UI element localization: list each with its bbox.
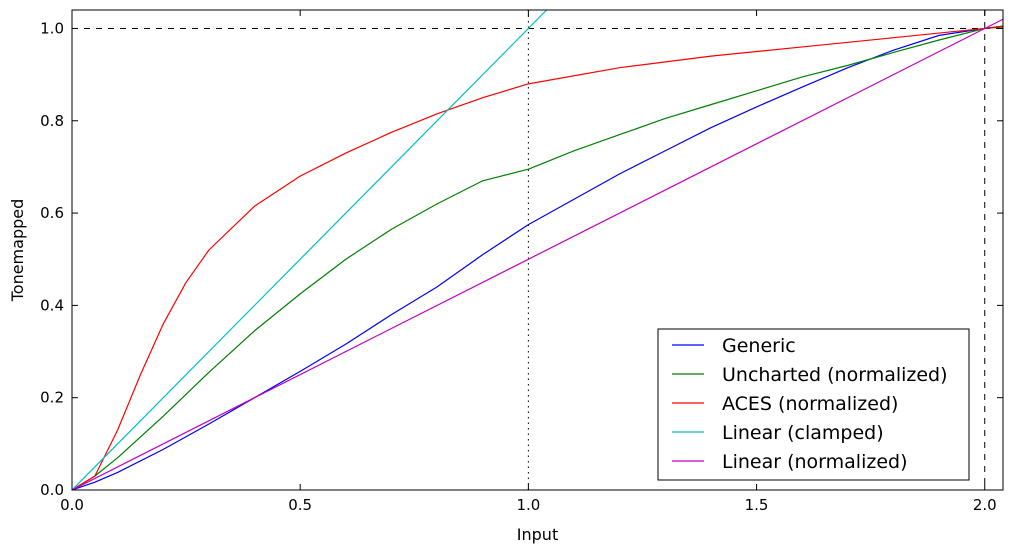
y-tick-label: 0.0 xyxy=(40,481,64,499)
legend-label: Uncharted (normalized) xyxy=(722,364,948,386)
legend-label: ACES (normalized) xyxy=(722,393,898,415)
x-tick-label: 1.5 xyxy=(745,496,769,514)
x-tick-label: 0.0 xyxy=(60,496,84,514)
series-line-0 xyxy=(72,25,1003,490)
y-tick-label: 0.8 xyxy=(40,112,64,130)
x-axis-title: Input xyxy=(517,525,558,544)
legend-label: Generic xyxy=(722,335,796,357)
x-tick-label: 1.0 xyxy=(516,496,540,514)
y-tick-label: 1.0 xyxy=(40,19,64,37)
x-tick-label: 0.5 xyxy=(288,496,312,514)
legend-label: Linear (clamped) xyxy=(722,422,884,444)
y-tick-label: 0.6 xyxy=(40,204,64,222)
legend-box xyxy=(657,328,970,481)
y-tick-label: 0.4 xyxy=(40,296,64,314)
y-tick-label: 0.2 xyxy=(40,389,64,407)
x-tick-label: 2.0 xyxy=(973,496,997,514)
legend-label: Linear (normalized) xyxy=(722,451,908,473)
legend: Generic Uncharted (normalized) ACES (norma… xyxy=(657,328,970,481)
series-line-4 xyxy=(72,18,1003,490)
series-line-2 xyxy=(72,26,1003,490)
series-line-1 xyxy=(72,25,1003,490)
plot-frame xyxy=(71,9,1004,491)
y-axis-title: Tonemapped xyxy=(8,199,27,303)
series-line-3 xyxy=(72,10,548,490)
axis-ticks: 0.0 0.5 1.0 1.5 2.0 0.0 0.2 0.4 0.6 0.8 1.0 xyxy=(40,10,1003,514)
reference-lines xyxy=(72,10,1003,490)
series-lines xyxy=(72,10,1003,490)
